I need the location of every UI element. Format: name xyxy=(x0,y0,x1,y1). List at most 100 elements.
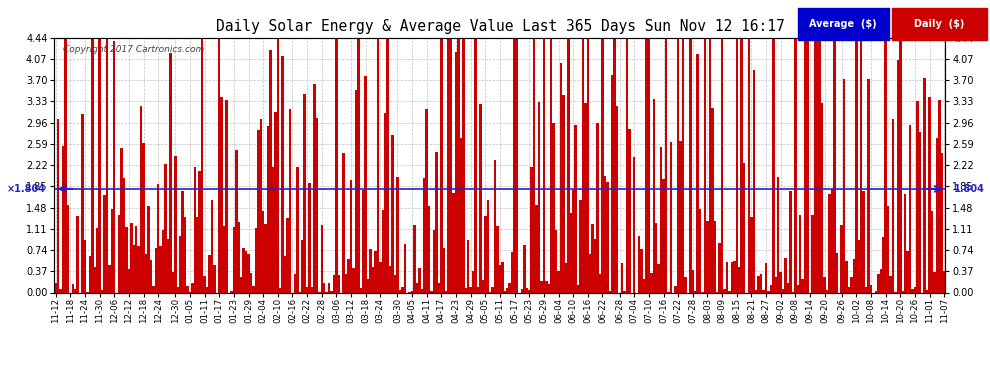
Bar xyxy=(819,38,821,292)
Bar xyxy=(161,230,164,292)
Bar xyxy=(645,38,647,292)
Bar xyxy=(943,271,945,292)
Bar xyxy=(936,138,939,292)
Bar xyxy=(682,38,684,292)
Bar xyxy=(889,276,892,292)
Bar xyxy=(446,291,447,292)
Bar xyxy=(184,217,186,292)
Bar xyxy=(459,138,462,292)
Bar xyxy=(223,226,226,292)
Bar xyxy=(821,103,824,292)
Bar xyxy=(206,287,208,292)
Bar xyxy=(159,246,161,292)
Bar xyxy=(857,240,860,292)
Bar xyxy=(464,288,467,292)
Bar xyxy=(847,288,850,292)
Bar xyxy=(877,274,879,292)
Bar xyxy=(357,38,359,292)
Bar xyxy=(902,291,904,292)
Bar xyxy=(376,38,379,292)
Bar xyxy=(386,38,389,292)
Bar xyxy=(454,53,457,292)
Bar xyxy=(741,38,742,292)
Bar xyxy=(528,290,531,292)
Bar xyxy=(118,215,121,292)
Bar xyxy=(169,53,171,292)
Bar xyxy=(557,271,559,292)
Bar xyxy=(624,291,626,292)
Bar xyxy=(541,281,543,292)
Bar xyxy=(138,246,140,292)
Bar xyxy=(359,288,362,292)
Bar xyxy=(674,286,677,292)
Bar xyxy=(594,240,596,292)
Bar xyxy=(347,260,349,292)
Bar xyxy=(240,277,243,292)
Bar xyxy=(389,266,391,292)
Bar xyxy=(616,106,619,292)
Bar xyxy=(452,193,454,292)
Bar xyxy=(894,291,897,292)
Bar xyxy=(752,70,755,292)
Bar xyxy=(394,275,396,292)
Text: ×1.804: ×1.804 xyxy=(7,184,46,194)
Bar xyxy=(235,150,238,292)
Bar xyxy=(203,276,206,292)
Bar xyxy=(842,79,845,292)
Bar xyxy=(391,135,394,292)
Bar xyxy=(533,38,536,292)
Bar xyxy=(352,268,354,292)
Bar xyxy=(929,97,931,292)
Bar xyxy=(174,156,176,292)
Bar xyxy=(81,114,84,292)
Bar xyxy=(333,275,336,292)
Bar xyxy=(772,38,774,292)
Bar xyxy=(421,289,423,292)
Bar xyxy=(259,118,262,292)
Bar xyxy=(731,262,733,292)
Bar xyxy=(621,263,624,292)
Bar xyxy=(274,112,276,292)
Bar xyxy=(401,287,404,292)
Bar xyxy=(806,38,809,292)
Bar xyxy=(867,79,870,292)
Bar xyxy=(96,228,98,292)
Bar xyxy=(684,277,687,292)
Bar xyxy=(59,290,61,292)
Bar xyxy=(482,280,484,292)
Bar xyxy=(304,94,306,292)
Bar xyxy=(113,41,116,292)
Bar xyxy=(562,95,564,292)
Bar xyxy=(577,285,579,292)
Bar xyxy=(54,284,56,292)
Bar xyxy=(276,38,279,292)
Bar xyxy=(91,38,93,292)
Bar xyxy=(511,252,514,292)
Bar xyxy=(231,291,233,292)
Bar xyxy=(679,141,682,292)
Bar xyxy=(504,291,506,292)
Bar xyxy=(547,284,550,292)
Bar xyxy=(834,38,836,292)
Bar xyxy=(101,290,103,292)
Bar xyxy=(164,164,166,292)
Bar xyxy=(431,291,433,292)
Bar xyxy=(441,38,443,292)
Bar xyxy=(538,102,541,292)
Bar xyxy=(135,226,138,292)
Bar xyxy=(855,38,857,292)
Bar xyxy=(176,287,179,292)
Bar xyxy=(836,253,839,292)
Bar xyxy=(416,282,418,292)
Title: Daily Solar Energy & Average Value Last 365 Days Sun Nov 12 16:17: Daily Solar Energy & Average Value Last … xyxy=(216,18,784,33)
Bar xyxy=(887,206,889,292)
Bar xyxy=(711,108,714,292)
Bar xyxy=(641,249,643,292)
Bar xyxy=(343,153,345,292)
Bar xyxy=(523,245,526,292)
Bar xyxy=(438,283,441,292)
Bar xyxy=(374,251,376,292)
Bar xyxy=(103,195,106,292)
Bar xyxy=(443,249,446,292)
Bar xyxy=(907,251,909,292)
